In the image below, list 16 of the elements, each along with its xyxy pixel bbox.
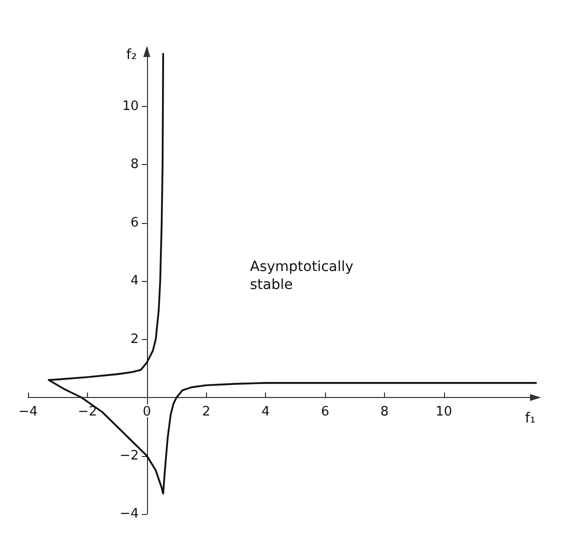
x-tick-label: 10 — [436, 404, 452, 420]
y-axis-title: f₂ — [126, 47, 137, 63]
x-tick-label: 4 — [262, 404, 270, 420]
y-tick-label: −2 — [120, 448, 139, 464]
y-tick-label: 6 — [130, 215, 139, 230]
y-tick-label: 2 — [130, 332, 139, 347]
x-tick-label: 2 — [202, 404, 210, 420]
y-tick-label: 10 — [122, 98, 139, 114]
x-axis-title: f₁ — [525, 410, 536, 426]
x-tick-label: 8 — [380, 404, 389, 420]
y-tick-label: −4 — [120, 506, 139, 522]
x-tick-label: −4 — [18, 404, 38, 420]
y-tick-label: 8 — [130, 157, 139, 172]
x-tick-label: 6 — [320, 404, 330, 420]
y-tick-label: 4 — [130, 274, 139, 288]
annotation: Asymptotically stable — [250, 259, 354, 293]
